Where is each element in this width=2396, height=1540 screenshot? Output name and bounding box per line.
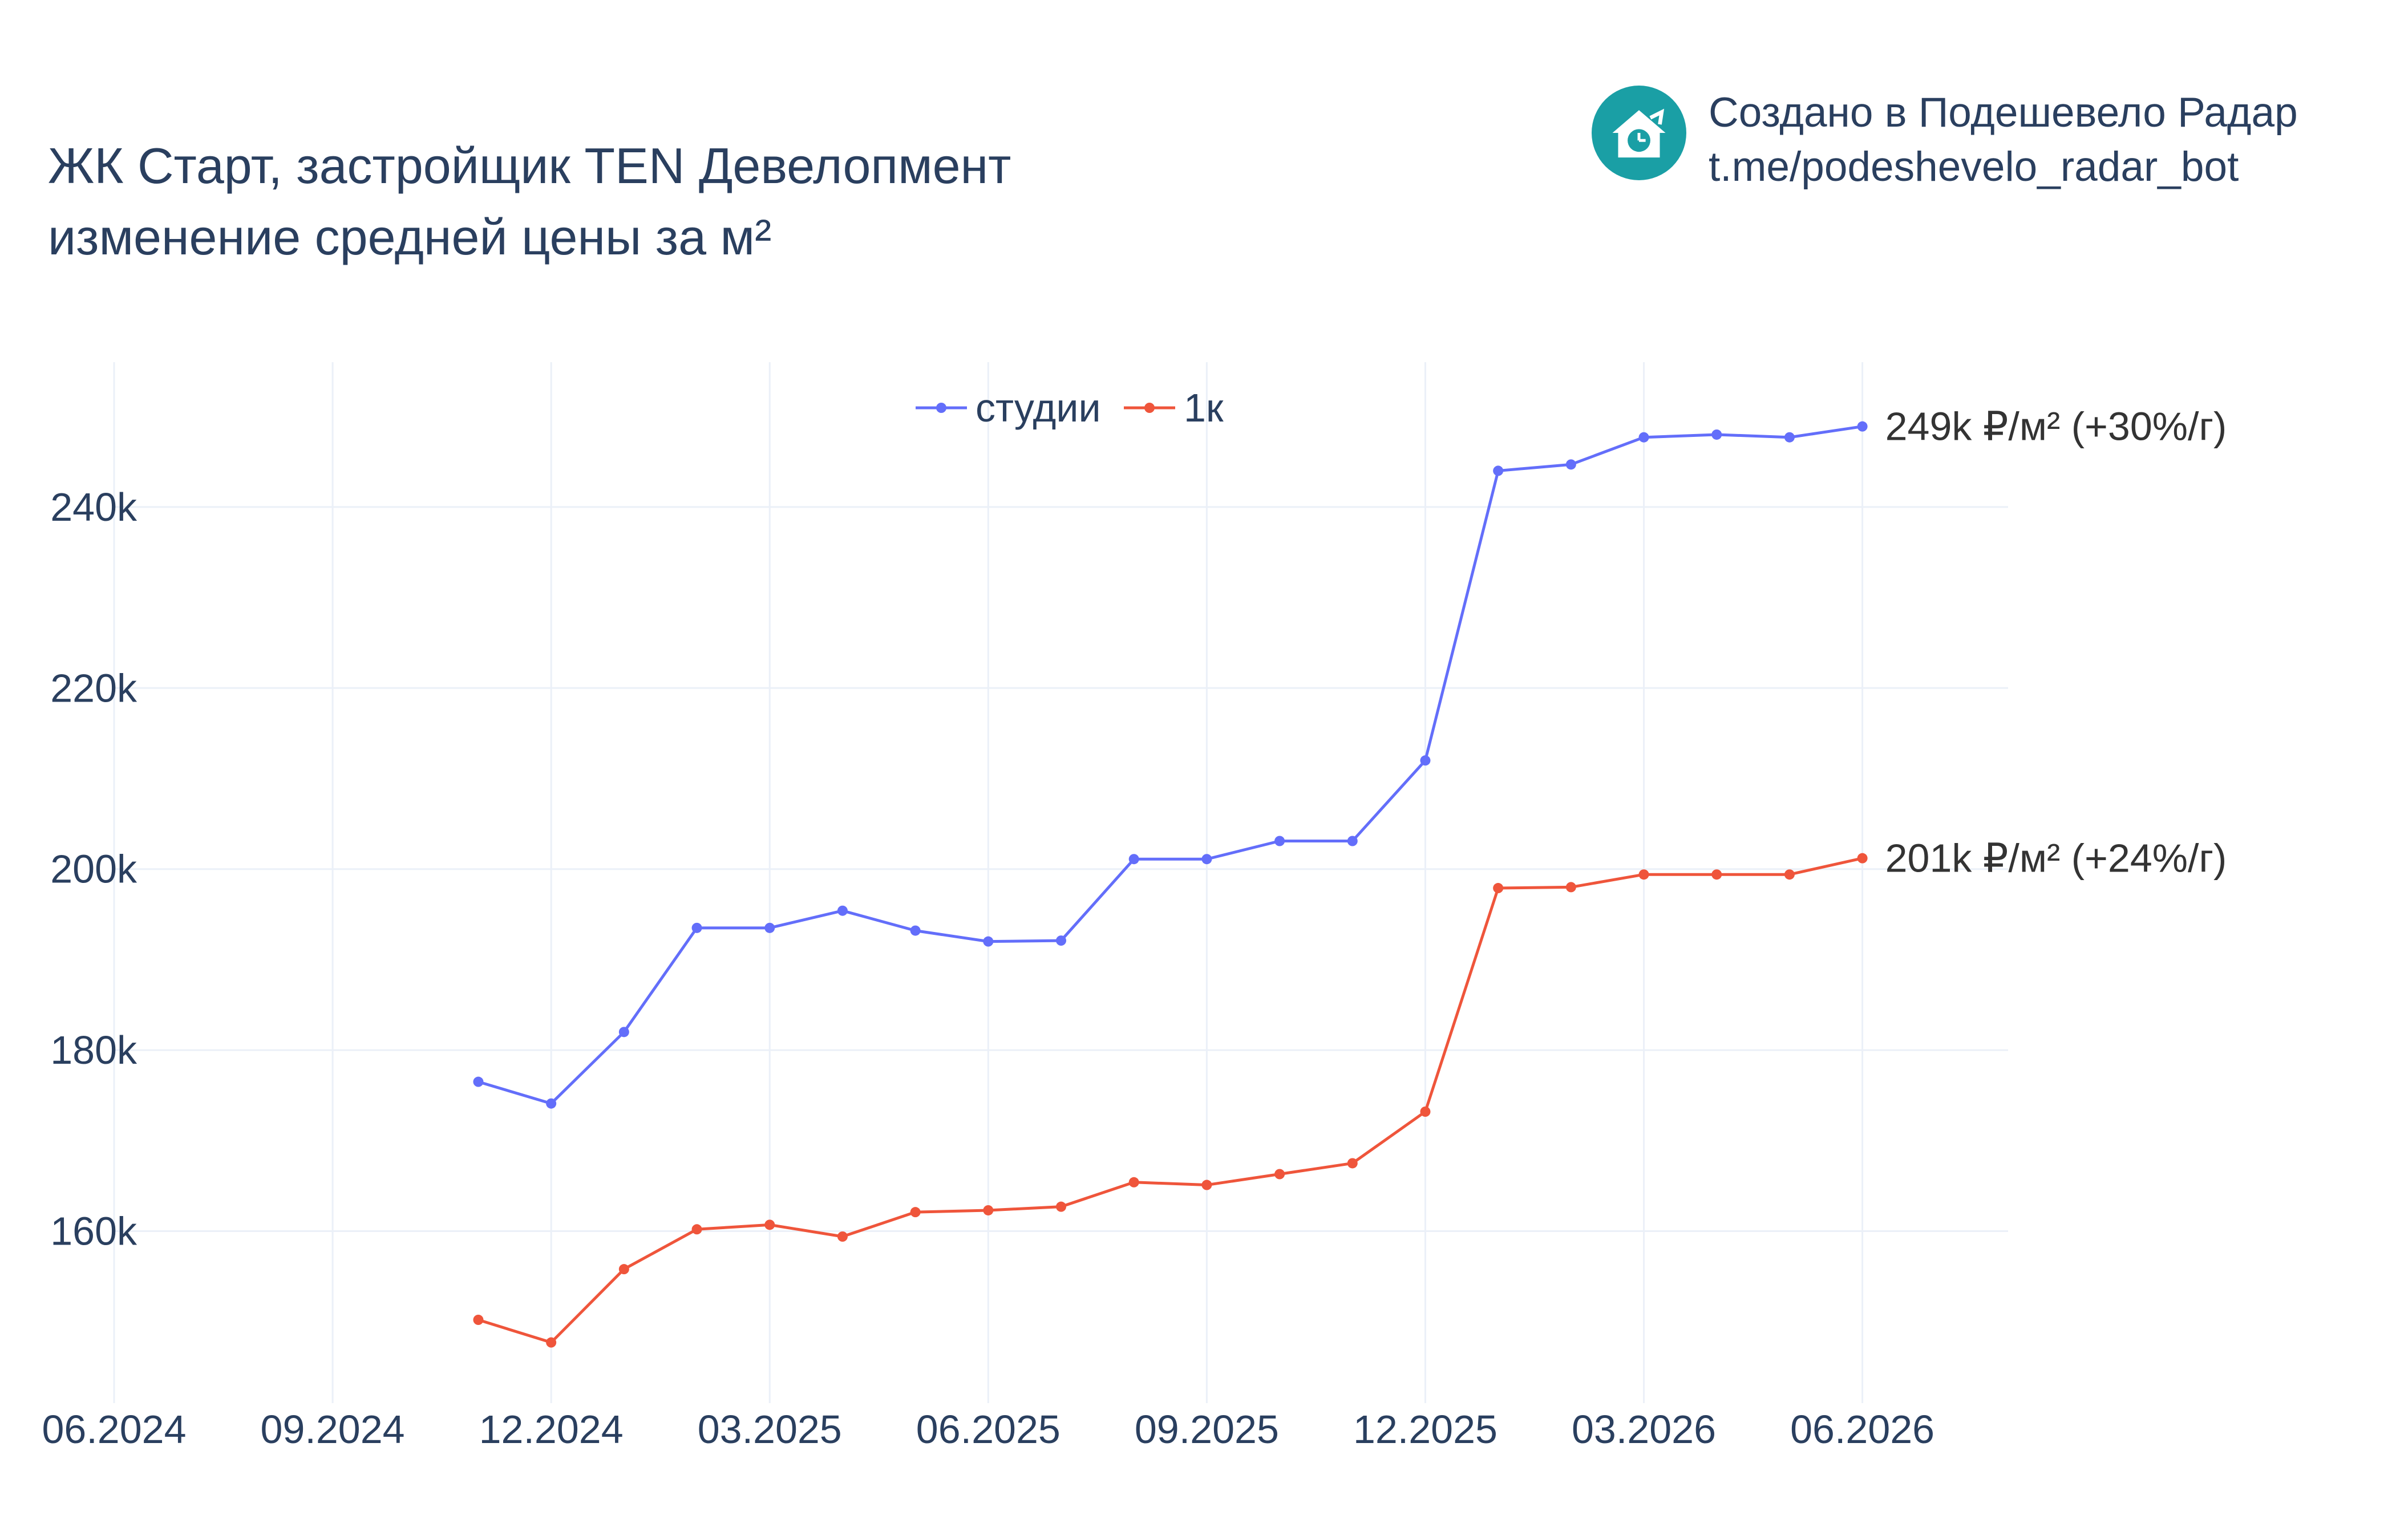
y-tick-label: 160k [50, 1209, 137, 1253]
house-with-clock-icon [1592, 86, 1686, 180]
y-tick-label: 180k [50, 1028, 137, 1072]
x-tick-label: 03.2026 [1572, 1407, 1716, 1452]
axis-layer: 06.2024 09.2024 12.2024 03.2025 06.2025 09.20… [42, 485, 1934, 1452]
data-point[interactable] [764, 922, 775, 933]
series-2 [473, 853, 1868, 1348]
data-point[interactable] [1565, 459, 1576, 470]
x-tick-label: 09.2025 [1135, 1407, 1279, 1452]
data-point[interactable] [983, 936, 994, 947]
series-line [477, 425, 1863, 1105]
branding-line1: Создано в Подешевело Радар [1709, 90, 2298, 136]
chart-legend: студии 1к [916, 386, 1224, 430]
data-point[interactable] [1565, 882, 1576, 893]
legend-swatch-marker [936, 403, 946, 413]
y-tick-label: 220k [50, 666, 137, 710]
brand-logo-clock-hand [1637, 133, 1646, 142]
data-point[interactable] [837, 1231, 848, 1242]
x-tick-label: 12.2025 [1353, 1407, 1498, 1452]
data-point[interactable] [1201, 1180, 1212, 1190]
legend-item[interactable]: 1к [1124, 386, 1224, 430]
data-point[interactable] [1711, 429, 1722, 440]
data-point[interactable] [546, 1337, 557, 1348]
chart-title: ЖК Старт, застройщик TEN Девелопмент изм… [48, 130, 1011, 273]
end-labels: 249k ₽/м² (+30%/г) 201k ₽/м² (+24%/г) [1885, 404, 2227, 881]
data-point[interactable] [1784, 432, 1795, 443]
legend-swatch-marker [1144, 403, 1155, 413]
data-point[interactable] [1347, 836, 1358, 846]
x-tick-label: 09.2024 [261, 1407, 405, 1452]
gridlines [113, 362, 2008, 1403]
brand-logo-arrow [1649, 108, 1665, 125]
x-tick-label: 06.2026 [1790, 1407, 1934, 1452]
data-point[interactable] [1420, 755, 1431, 766]
series-line [477, 857, 1863, 1344]
data-point[interactable] [1638, 869, 1649, 880]
legend-label: студии [976, 386, 1101, 430]
data-point[interactable] [910, 1207, 921, 1218]
data-point[interactable] [1347, 1158, 1358, 1169]
y-tick-label: 200k [50, 847, 137, 891]
data-point[interactable] [983, 1205, 994, 1215]
data-point[interactable] [1493, 465, 1504, 476]
data-point[interactable] [691, 1224, 702, 1235]
x-tick-label: 03.2025 [698, 1407, 842, 1452]
data-point[interactable] [618, 1027, 629, 1038]
series-1 [473, 421, 1868, 1109]
data-point[interactable] [1711, 869, 1722, 880]
legend-item[interactable]: студии [916, 386, 1101, 430]
data-point[interactable] [1857, 421, 1868, 432]
data-point[interactable] [1638, 432, 1649, 443]
series-end-label: 201k ₽/м² (+24%/г) [1885, 836, 2227, 881]
x-tick-label: 12.2024 [479, 1407, 624, 1452]
data-point[interactable] [1784, 869, 1795, 880]
data-point[interactable] [1420, 1107, 1431, 1117]
data-point[interactable] [1857, 853, 1868, 864]
data-point[interactable] [1201, 854, 1212, 865]
chart-title-line2: изменение средней цены за м² [48, 209, 772, 265]
data-point[interactable] [473, 1315, 484, 1325]
branding-text: Создано в Подешевело Радар t.me/podeshev… [1709, 86, 2298, 194]
data-point[interactable] [1274, 836, 1285, 846]
data-point[interactable] [473, 1076, 484, 1087]
branding-line2[interactable]: t.me/podeshevelo_radar_bot [1709, 144, 2239, 190]
data-point[interactable] [910, 925, 921, 936]
data-point[interactable] [1128, 1177, 1139, 1188]
data-point[interactable] [618, 1264, 629, 1275]
x-tick-label: 06.2024 [42, 1407, 186, 1452]
branding-block: Создано в Подешевело Радар t.me/podeshev… [1592, 86, 2379, 190]
x-tick-label: 06.2025 [916, 1407, 1061, 1452]
series-end-label: 249k ₽/м² (+30%/г) [1885, 404, 2227, 449]
data-point[interactable] [1274, 1169, 1285, 1180]
y-tick-label: 240k [50, 485, 137, 529]
chart-title-line1: ЖК Старт, застройщик TEN Девелопмент [48, 137, 1011, 194]
data-point[interactable] [691, 922, 702, 933]
data-point[interactable] [1056, 935, 1066, 946]
legend-label: 1к [1184, 386, 1224, 430]
data-point[interactable] [1493, 883, 1504, 894]
data-point[interactable] [1056, 1201, 1066, 1212]
series-layer [473, 421, 1868, 1348]
data-point[interactable] [764, 1219, 775, 1230]
data-point[interactable] [837, 905, 848, 916]
data-point[interactable] [1128, 854, 1139, 865]
data-point[interactable] [546, 1098, 557, 1109]
